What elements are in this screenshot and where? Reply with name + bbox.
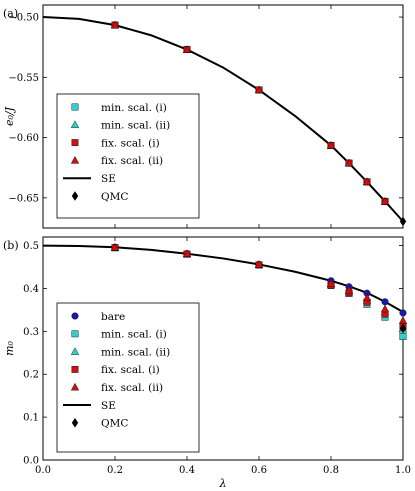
data-point — [380, 304, 390, 313]
data-point — [254, 260, 264, 268]
data-point — [362, 293, 372, 302]
legend-entry-label: SE — [101, 400, 116, 412]
legend-marker-swatch — [71, 366, 79, 373]
legend-entry-label: min. scal. (ii) — [101, 346, 170, 358]
legend-entry-label: fix. scal. (i) — [101, 364, 160, 376]
y-axis-label: e₀/J — [3, 106, 16, 126]
panel-label: (b) — [3, 239, 19, 252]
legend-marker-swatch — [71, 103, 79, 111]
legend-entry-label: fix. scal. (ii) — [101, 382, 163, 394]
data-point — [110, 242, 120, 251]
data-point — [399, 333, 407, 340]
y-tick-label: 0.0 — [23, 456, 39, 467]
x-tick-label: 0.2 — [107, 465, 123, 476]
y-tick-label: 0.2 — [23, 370, 39, 381]
legend-box — [56, 302, 200, 453]
legend-marker-swatch — [70, 120, 80, 129]
data-point — [110, 20, 120, 29]
legend: min. scal. (i) min. scal. (ii) fix. scal. … — [56, 93, 200, 219]
legend-entry-label: SE — [101, 173, 116, 185]
chart-panel-a: −0.50 −0.55 −0.60 −0.65 (a) e₀/J min. scal. (i… — [3, 4, 407, 229]
legend-marker-swatch — [70, 155, 80, 164]
legend-marker-swatch — [71, 330, 79, 338]
x-tick-label: 0.4 — [179, 465, 195, 476]
data-point — [398, 316, 408, 324]
legend-entry-label: QMC — [101, 418, 128, 430]
legend-entry-label: bare — [101, 311, 125, 323]
y-tick-label: −0.55 — [8, 73, 39, 84]
x-tick-label: 0.0 — [35, 465, 51, 476]
data-point — [362, 177, 372, 186]
legend-entry-label: min. scal. (i) — [101, 329, 167, 341]
data-point — [399, 309, 407, 317]
y-tick-label: −0.60 — [8, 133, 39, 144]
y-tick-label: 0.3 — [23, 327, 39, 338]
data-point — [326, 278, 336, 287]
legend: bare min. scal. (i) min. scal. (ii) fix. sc… — [56, 302, 200, 453]
legend-marker-swatch — [70, 347, 80, 355]
legend-entry-label: fix. scal. (i) — [101, 137, 160, 149]
plot-frame — [42, 4, 404, 229]
legend-marker-swatch — [71, 139, 79, 146]
plot-frame — [42, 236, 404, 461]
x-tick-label: 0.8 — [323, 465, 339, 476]
series-line-se — [43, 244, 403, 313]
data-point — [182, 249, 192, 257]
x-tick-label: 0.6 — [251, 465, 267, 476]
y-tick-label: 0.1 — [23, 413, 39, 424]
panel-label: (a) — [3, 7, 18, 20]
data-point — [381, 298, 389, 306]
y-tick-label: 0.4 — [23, 284, 39, 295]
legend-marker-swatch — [70, 382, 80, 391]
y-axis-label: m₀ — [3, 340, 16, 355]
y-tick-label: −0.50 — [8, 13, 39, 24]
plot-area — [43, 244, 403, 313]
legend-marker-swatch — [71, 191, 79, 201]
data-point — [344, 158, 354, 167]
legend-entry-label: min. scal. (ii) — [101, 120, 170, 132]
data-point — [399, 216, 407, 227]
legend-entry-label: min. scal. (i) — [101, 102, 167, 114]
data-point — [326, 141, 336, 149]
legend-marker-swatch — [71, 312, 79, 320]
legend-entry-label: QMC — [101, 191, 128, 203]
data-point — [380, 196, 390, 205]
legend-marker-swatch — [71, 417, 79, 428]
y-tick-label: −0.65 — [8, 193, 39, 204]
x-axis-label: λ — [219, 477, 227, 490]
y-tick-label: 0.5 — [23, 241, 39, 252]
legend-box — [56, 93, 200, 219]
chart-panel-b: 0.0 0.1 0.2 0.3 0.4 0.5 0.0 0.2 0.4 0.6 0.8 1.0 (b) m… — [3, 236, 411, 490]
data-point — [182, 45, 192, 53]
data-point — [254, 85, 264, 94]
data-point — [399, 323, 407, 334]
data-point — [344, 285, 354, 294]
x-tick-label: 1.0 — [395, 465, 411, 476]
legend-entry-label: fix. scal. (ii) — [101, 155, 163, 167]
